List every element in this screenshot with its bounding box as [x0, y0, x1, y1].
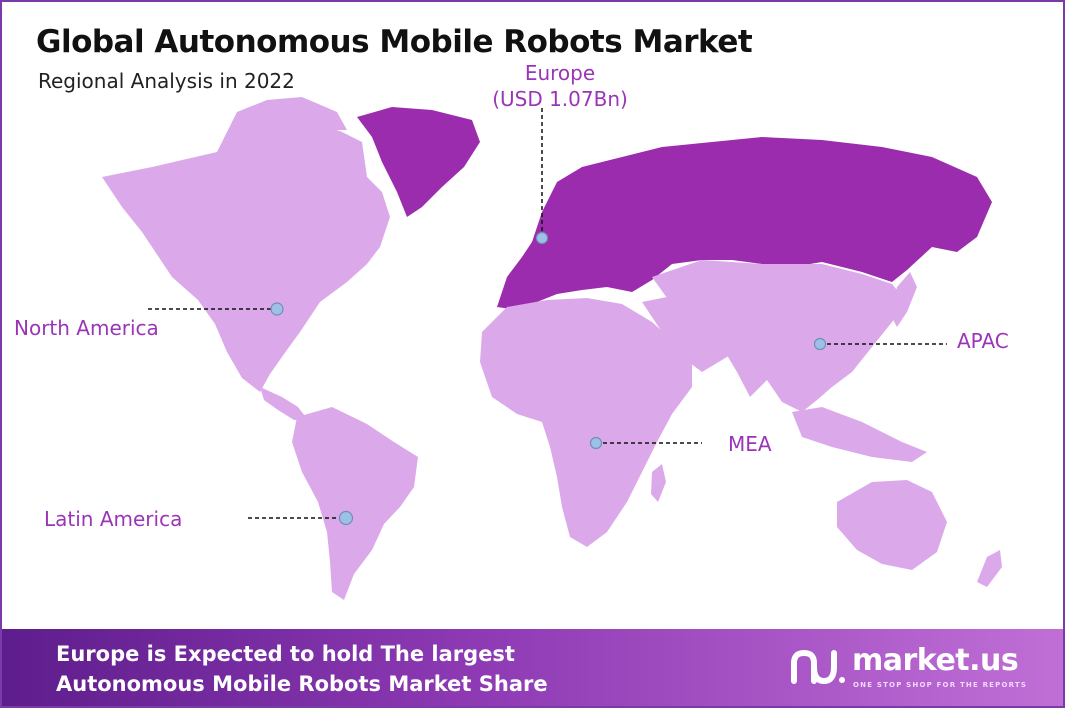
brand-logo: market.us ONE STOP SHOP FOR THE REPORTS	[790, 643, 1035, 697]
label-europe-name: Europe	[524, 61, 596, 85]
page-title: Global Autonomous Mobile Robots Market	[36, 24, 753, 60]
market-us-logo-icon	[791, 649, 845, 685]
region-madagascar	[651, 464, 666, 502]
region-latin-america	[292, 407, 418, 600]
region-australia	[837, 480, 947, 570]
marker-mea	[589, 436, 603, 450]
label-latin-america: Latin America	[44, 507, 183, 531]
label-north-america: North America	[14, 316, 159, 340]
region-japan	[890, 272, 917, 327]
region-apac	[652, 260, 907, 412]
page-subtitle: Regional Analysis in 2022	[38, 69, 295, 93]
label-mea: MEA	[728, 432, 772, 456]
footer-line-1: Europe is Expected to hold The largest	[56, 642, 515, 666]
callout-lines	[148, 108, 947, 519]
label-apac: APAC	[957, 329, 1009, 353]
marker-apac	[813, 337, 827, 351]
region-mea	[480, 298, 692, 547]
footer-line-2: Autonomous Mobile Robots Market Share	[56, 672, 548, 696]
marker-europe	[535, 231, 549, 245]
footer-message: Europe is Expected to hold The largest A…	[56, 639, 548, 699]
brand-tagline: ONE STOP SHOP FOR THE REPORTS	[853, 681, 1028, 689]
region-central-america	[260, 387, 308, 420]
marker-latin-america	[338, 510, 354, 526]
label-europe-value: (USD 1.07Bn)	[492, 87, 628, 111]
region-southeast-asia	[792, 407, 927, 462]
region-greenland	[357, 107, 480, 217]
region-new-zealand	[977, 550, 1002, 587]
region-arctic-islands	[217, 97, 347, 152]
label-europe: Europe (USD 1.07Bn)	[480, 60, 640, 112]
world-map	[102, 97, 1002, 600]
brand-name: market.us	[852, 643, 1019, 678]
marker-north-america	[270, 302, 284, 316]
region-europe	[497, 137, 992, 310]
footer-banner: Europe is Expected to hold The largest A…	[2, 629, 1063, 706]
region-north-america	[102, 117, 390, 392]
